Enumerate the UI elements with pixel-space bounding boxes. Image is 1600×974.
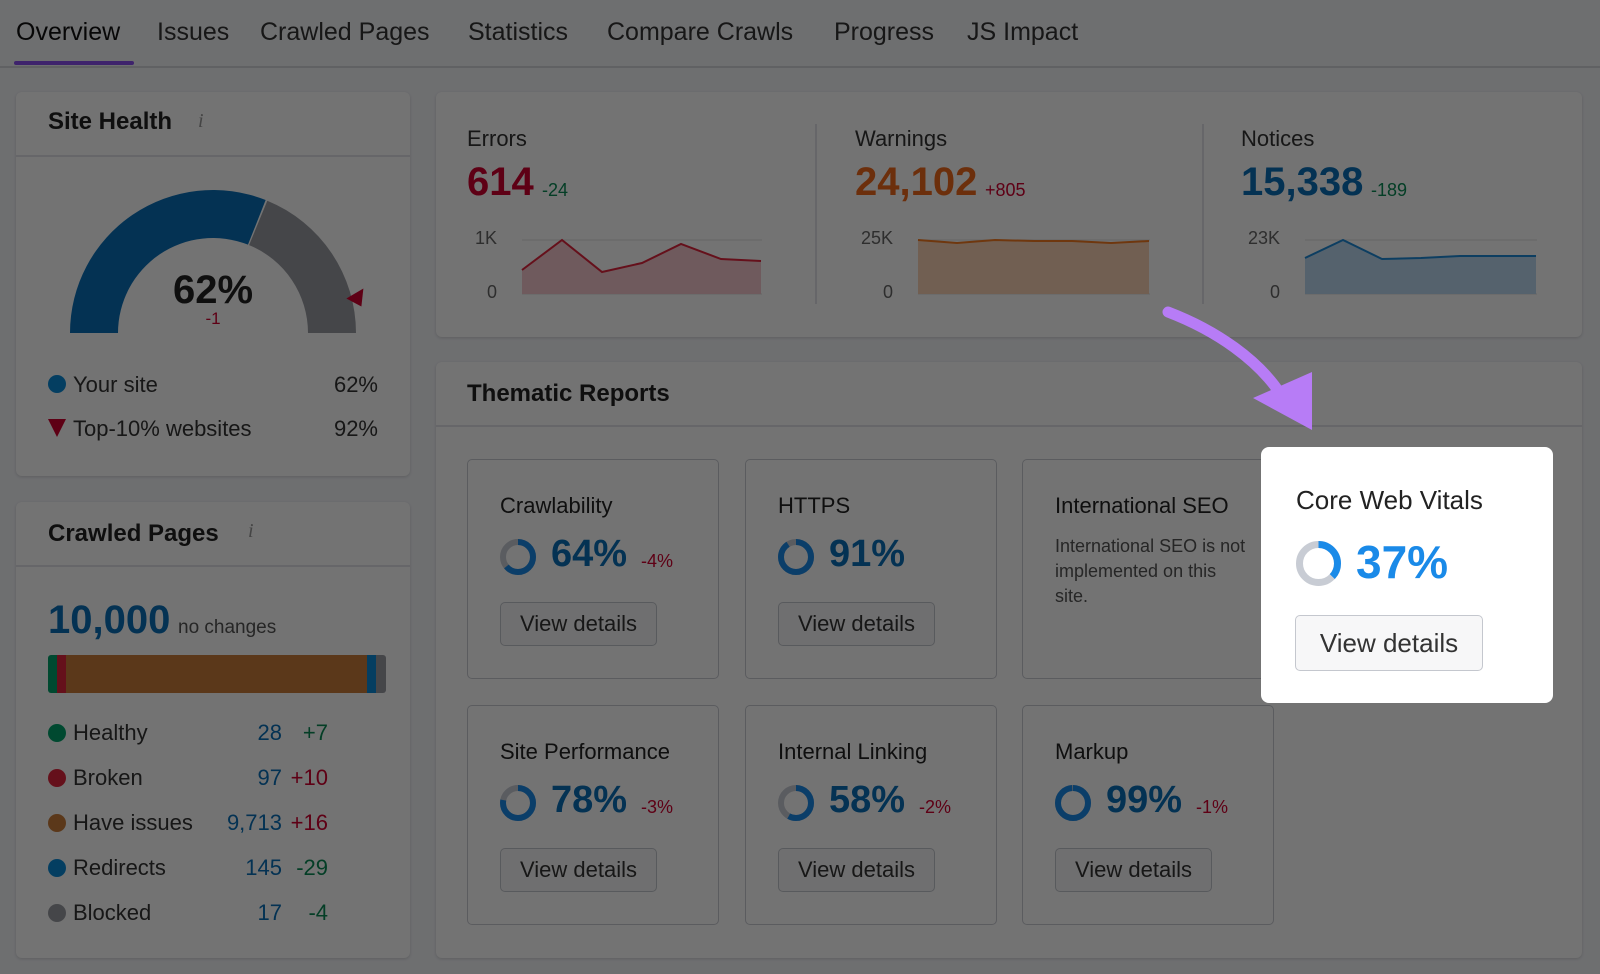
- report-score: 37%: [1356, 536, 1449, 588]
- view-details-button[interactable]: View details: [1295, 615, 1483, 671]
- donut-arc: [1296, 541, 1341, 586]
- report-title: Core Web Vitals: [1296, 485, 1483, 515]
- donut: [1296, 541, 1341, 586]
